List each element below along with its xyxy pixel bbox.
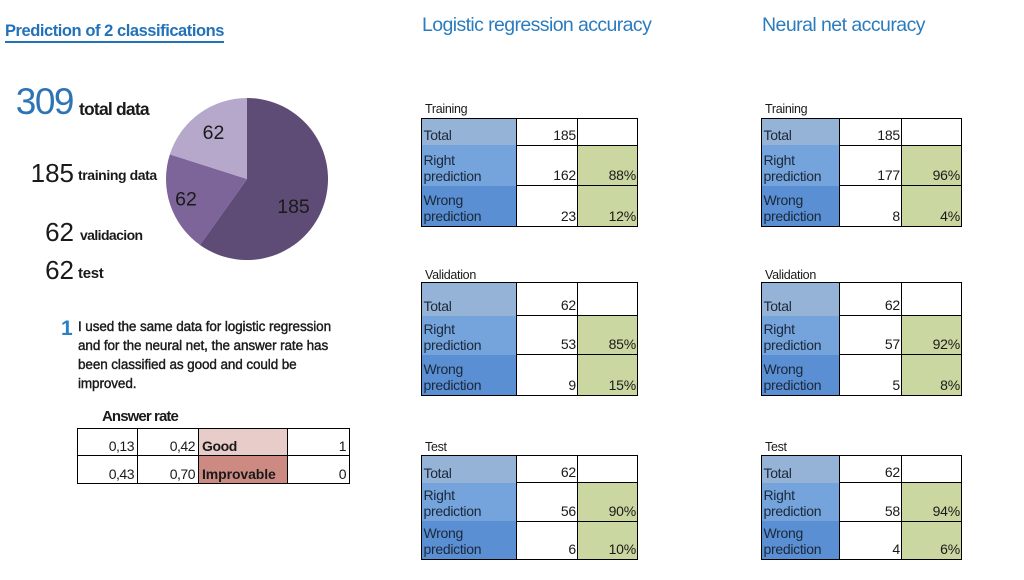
svg-text:62: 62 xyxy=(203,122,225,144)
svg-text:185: 185 xyxy=(277,196,310,218)
svg-text:62: 62 xyxy=(175,189,197,211)
